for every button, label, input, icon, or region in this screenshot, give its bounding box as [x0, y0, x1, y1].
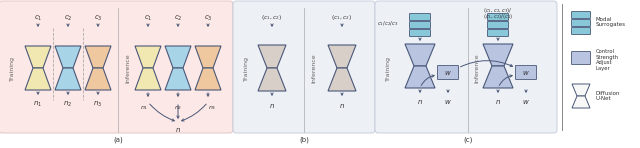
Text: $c_2$: $c_2$	[173, 13, 182, 23]
Text: (a): (a)	[113, 137, 123, 143]
Text: (b): (b)	[299, 137, 309, 143]
Polygon shape	[195, 68, 221, 90]
Text: $n_2$: $n_2$	[63, 99, 72, 109]
FancyBboxPatch shape	[488, 29, 509, 37]
Polygon shape	[572, 96, 590, 108]
Polygon shape	[135, 46, 161, 68]
FancyBboxPatch shape	[515, 66, 536, 79]
Text: $n$: $n$	[417, 98, 423, 106]
Polygon shape	[195, 46, 221, 68]
Polygon shape	[165, 68, 191, 90]
Polygon shape	[405, 66, 435, 88]
Text: $w$: $w$	[522, 69, 530, 77]
Text: $n$: $n$	[339, 102, 345, 110]
Polygon shape	[572, 84, 590, 96]
Text: $(c_1,c_2,c_3)/$: $(c_1,c_2,c_3)/$	[483, 5, 513, 15]
FancyBboxPatch shape	[572, 20, 591, 26]
Text: $w$: $w$	[522, 98, 530, 106]
FancyBboxPatch shape	[572, 52, 591, 65]
Text: $w$: $w$	[444, 69, 452, 77]
Text: $n$: $n$	[269, 102, 275, 110]
FancyBboxPatch shape	[233, 1, 375, 133]
Polygon shape	[25, 68, 51, 90]
Polygon shape	[135, 68, 161, 90]
Polygon shape	[483, 66, 513, 88]
Text: $c_3$: $c_3$	[93, 13, 102, 23]
Text: $(c_1,c_2)/(c_1)$: $(c_1,c_2)/(c_1)$	[483, 12, 513, 21]
Text: $c_2$: $c_2$	[64, 13, 72, 23]
FancyBboxPatch shape	[375, 1, 557, 133]
Polygon shape	[328, 45, 356, 68]
Text: $c_1 / c_2 / c_3$: $c_1 / c_2 / c_3$	[377, 20, 398, 28]
FancyBboxPatch shape	[410, 29, 431, 37]
Text: Inference: Inference	[474, 53, 479, 83]
Text: $w$: $w$	[444, 98, 452, 106]
Polygon shape	[165, 46, 191, 68]
Text: $(c_1,c_2)$: $(c_1,c_2)$	[332, 12, 353, 21]
FancyBboxPatch shape	[488, 13, 509, 21]
FancyBboxPatch shape	[572, 12, 591, 18]
Text: $n_1$: $n_1$	[140, 104, 148, 112]
Polygon shape	[55, 68, 81, 90]
Text: Training: Training	[385, 56, 390, 81]
Polygon shape	[258, 45, 286, 68]
Text: (c): (c)	[463, 137, 473, 143]
Polygon shape	[85, 46, 111, 68]
Polygon shape	[258, 68, 286, 91]
Text: $c_3$: $c_3$	[204, 13, 212, 23]
FancyBboxPatch shape	[572, 28, 591, 34]
Polygon shape	[85, 68, 111, 90]
FancyBboxPatch shape	[410, 21, 431, 29]
Text: $n_1$: $n_1$	[33, 99, 42, 109]
Text: $n_2$: $n_2$	[174, 104, 182, 112]
Text: Training: Training	[243, 56, 248, 81]
Polygon shape	[405, 44, 435, 66]
Text: $n$: $n$	[495, 98, 501, 106]
Text: Inference: Inference	[125, 53, 131, 83]
Text: $(c_1,c_2)$: $(c_1,c_2)$	[262, 12, 282, 21]
Text: Training: Training	[10, 56, 15, 81]
FancyBboxPatch shape	[488, 21, 509, 29]
Text: $n_3$: $n_3$	[93, 99, 102, 109]
Text: Diffusion
U-Net: Diffusion U-Net	[596, 91, 621, 101]
Text: Modal
Surrogates: Modal Surrogates	[596, 17, 626, 27]
Text: $n$: $n$	[175, 126, 181, 134]
FancyBboxPatch shape	[438, 66, 458, 79]
FancyBboxPatch shape	[410, 13, 431, 21]
FancyBboxPatch shape	[0, 1, 233, 133]
Polygon shape	[55, 46, 81, 68]
Polygon shape	[328, 68, 356, 91]
Text: Control
Strength
Adjust
Layer: Control Strength Adjust Layer	[596, 49, 619, 71]
Text: Inference: Inference	[312, 53, 317, 83]
Text: $c_1$: $c_1$	[34, 13, 42, 23]
Polygon shape	[25, 46, 51, 68]
Text: $c_1$: $c_1$	[144, 13, 152, 23]
Polygon shape	[483, 44, 513, 66]
Text: $n_3$: $n_3$	[208, 104, 216, 112]
